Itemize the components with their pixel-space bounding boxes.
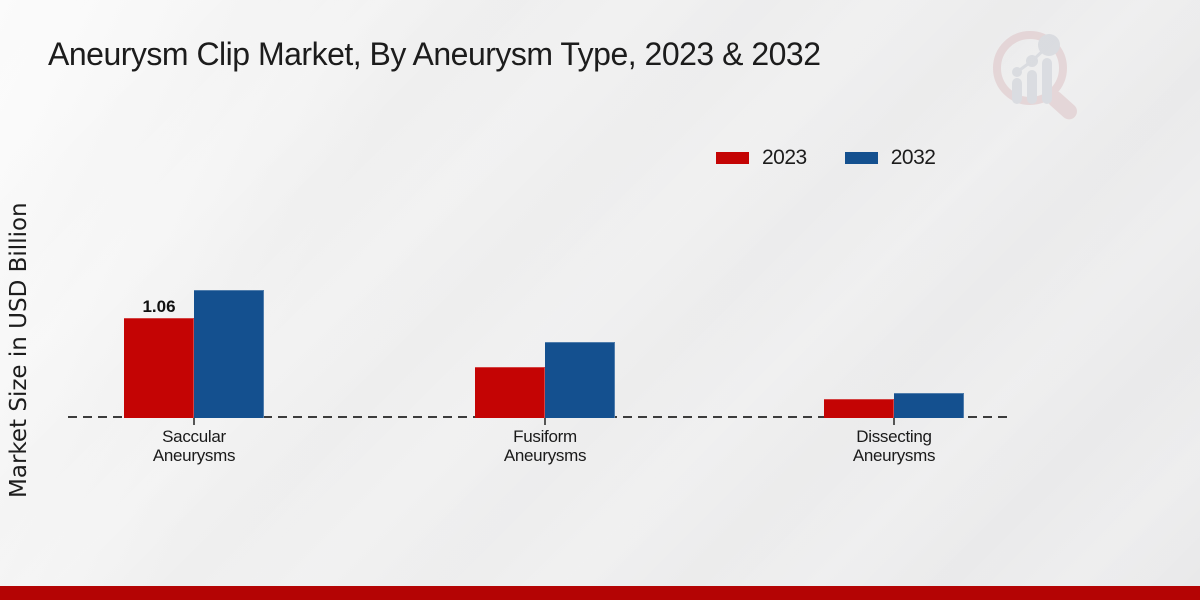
- category-label-fusiform-aneurysms: Fusiform Aneurysms: [503, 427, 587, 465]
- legend: 2023 2032: [716, 146, 936, 170]
- bar-2023-dissecting-aneurysms: [824, 399, 894, 418]
- category-label-saccular-aneurysms: Saccular Aneurysms: [152, 427, 236, 465]
- legend-item-2023: 2023: [716, 146, 807, 170]
- category-label-dissecting-aneurysms: Dissecting Aneurysms: [852, 427, 936, 465]
- bar-2023-fusiform-aneurysms: [475, 367, 545, 418]
- bar-2032-saccular-aneurysms: [194, 290, 264, 418]
- x-axis-tick: [193, 418, 195, 425]
- legend-swatch-2032: [844, 152, 878, 164]
- chart-title: Aneurysm Clip Market, By Aneurysm Type, …: [48, 36, 821, 72]
- magnifier-chart-icon: [993, 31, 1077, 120]
- x-axis-tick: [893, 418, 895, 425]
- bar-value-label: 1.06: [142, 297, 176, 316]
- legend-label-2032: 2032: [890, 146, 936, 169]
- legend-label-2023: 2023: [762, 146, 807, 169]
- bar-2032-dissecting-aneurysms: [894, 393, 964, 418]
- x-axis-tick: [544, 418, 546, 425]
- footer-accent-bar: [0, 586, 1200, 600]
- legend-swatch-2023: [716, 152, 749, 164]
- brand-logo: [986, 26, 1086, 126]
- bar-2032-fusiform-aneurysms: [545, 342, 615, 418]
- bar-2023-saccular-aneurysms: [124, 318, 194, 418]
- legend-item-2032: 2032: [844, 146, 936, 170]
